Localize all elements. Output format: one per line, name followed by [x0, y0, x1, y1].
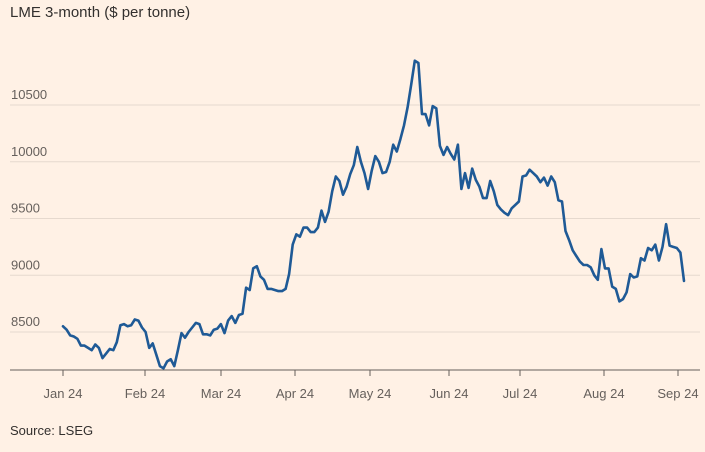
y-tick-label: 10500: [11, 87, 47, 102]
gridlines: [10, 104, 700, 333]
series-line-lme-3-month: [61, 59, 686, 370]
x-tick-label: May 24: [349, 386, 392, 401]
chart-source: Source: LSEG: [10, 423, 94, 438]
x-tick-label: Apr 24: [276, 386, 314, 401]
x-tick-label: Jan 24: [43, 386, 82, 401]
y-tick-label: 9500: [11, 201, 40, 216]
y-tick-label: 9000: [11, 257, 40, 272]
x-tick-label: Jul 24: [503, 386, 538, 401]
x-tick-label: Aug 24: [583, 386, 624, 401]
y-tick-label: 10000: [11, 144, 47, 159]
x-tick-label: Mar 24: [201, 386, 241, 401]
x-axis-ticks: Jan 24 Feb 24 Mar 24 Apr 24 May 24 Jun 24 Jul …: [43, 370, 699, 401]
y-axis-ticks: 8500 9000 9500 10000 10500: [11, 87, 47, 329]
x-tick-label: Sep 24: [657, 386, 698, 401]
x-tick-label: Jun 24: [429, 386, 468, 401]
chart-title: LME 3-month ($ per tonne): [10, 4, 191, 21]
y-tick-label: 8500: [11, 314, 40, 329]
x-tick-label: Feb 24: [125, 386, 165, 401]
